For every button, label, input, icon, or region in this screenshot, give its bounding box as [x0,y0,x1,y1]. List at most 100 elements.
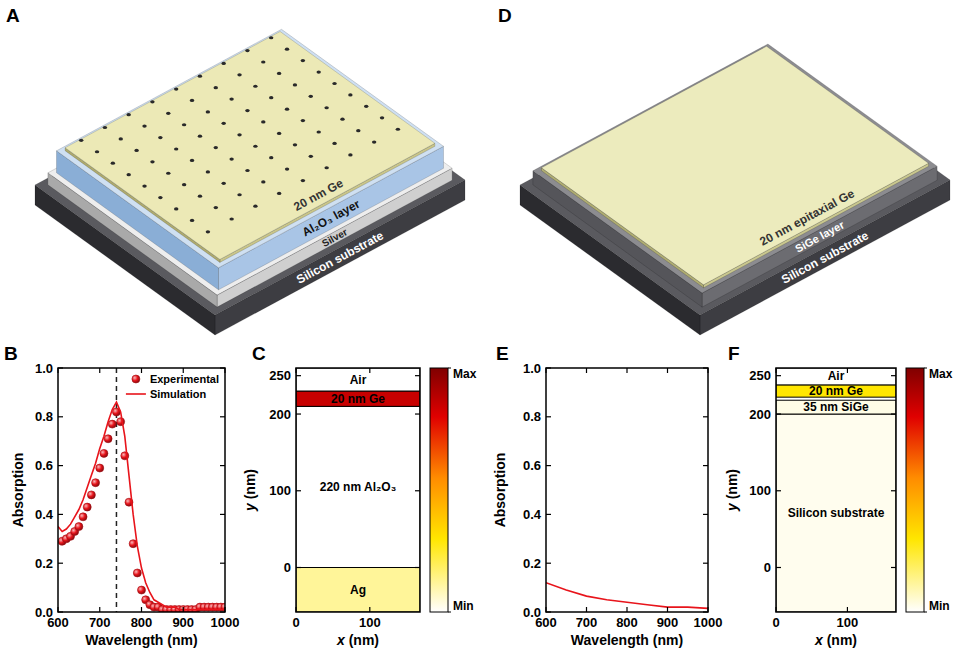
nanohole [214,206,218,209]
nanohole [222,182,226,185]
y-tick-label: 0 [764,560,771,575]
axis-title-rest: (nm) [724,469,740,503]
x-tick [545,607,546,612]
layer-label: Silver [320,226,349,249]
x-tick [57,368,58,373]
nanohole [285,48,289,51]
y-tick-label: 0.8 [35,409,53,424]
x-tick [775,368,776,373]
y-tick [220,416,225,417]
axis-title-rest: (nm) [345,632,379,648]
nanohole [317,70,321,73]
panel-letter: C [252,343,266,364]
nanohole [269,156,273,159]
y-tick-label: 250 [749,368,771,383]
x-tick [707,368,708,373]
y-tick [546,367,551,368]
nanohole [237,133,241,136]
y-tick [891,375,896,376]
nanohole [214,86,218,89]
x-tick [141,607,142,612]
data-point [92,479,100,487]
colorbar [906,368,924,612]
y-tick [220,465,225,466]
nanohole [182,123,186,126]
x-axis-title: x (nm) [814,632,857,648]
layer-label: Air [350,373,367,387]
x-tick-label: 700 [576,615,598,630]
x-tick [99,368,100,373]
data-point [138,586,146,594]
nanohole [134,149,138,152]
layer [776,400,896,414]
nanohole [158,196,162,199]
y-tick [220,611,225,612]
y-axis-title: Absorption [492,453,508,528]
x-axis-title: x (nm) [336,632,379,648]
nanohole [285,108,289,111]
y-tick-label: 250 [269,368,291,383]
data-point [75,523,83,531]
nanohole [253,85,257,88]
y-tick-label: 0.6 [35,458,53,473]
x-axis-title: Wavelength (nm) [85,632,197,648]
x-tick-label: 900 [172,615,194,630]
x-tick [224,368,225,373]
legend-label: Simulation [150,388,207,400]
y-tick [703,367,708,368]
y-tick [58,514,63,515]
layer-label: 220 nm Al₂O₃ [320,480,396,494]
layer [776,414,896,612]
y-tick [296,567,301,568]
data-point [108,420,116,428]
y-tick-label: 0 [284,560,291,575]
y-tick [415,413,420,414]
x-tick-label: 1000 [211,615,240,630]
y-tick [703,465,708,466]
x-tick [141,368,142,373]
y-tick-label: 0.4 [523,507,542,522]
plot-area [776,368,896,612]
x-tick [224,607,225,612]
x-tick [667,368,668,373]
y-tick [220,514,225,515]
y-tick [776,413,781,414]
x-tick [369,368,370,373]
plot-area [58,368,225,612]
x-tick [775,607,776,612]
y-tick-label: 1.0 [35,361,53,376]
y-tick-label: 200 [269,407,291,422]
y-tick [58,465,63,466]
layer-label: 20 nm Ge [331,392,385,406]
nanohole [174,207,178,210]
layer-label: 35 nm SiGe [803,400,869,414]
panel-letter: A [6,5,20,26]
nanohole [293,143,297,146]
nanohole [103,126,107,129]
data-point [104,435,112,443]
y-axis-title: y (nm) [242,469,258,512]
nanohole [372,140,376,143]
x-tick [295,368,296,373]
nanohole [324,166,328,169]
colorbar-label: Min [929,599,950,613]
legend-marker [132,375,140,383]
nanohole [229,217,233,220]
y-axis-title: y (nm) [724,469,740,512]
nanohole [340,118,344,121]
y-tick-label: 0.8 [523,409,541,424]
panel-letter: E [496,343,509,364]
x-tick [626,368,627,373]
y-tick-label: 0.2 [35,556,53,571]
nanohole [245,109,249,112]
data-point [96,464,104,472]
colorbar-tick [448,368,451,369]
y-tick [415,375,420,376]
x-tick-label: 700 [89,615,111,630]
panel-letter: B [4,343,18,364]
figure: 60070080090010000.00.20.40.60.81.0Wavele… [0,0,972,657]
y-tick-label: 200 [749,407,771,422]
nanohole [158,136,162,139]
nanohole [142,125,146,128]
x-tick-label: 900 [657,615,679,630]
